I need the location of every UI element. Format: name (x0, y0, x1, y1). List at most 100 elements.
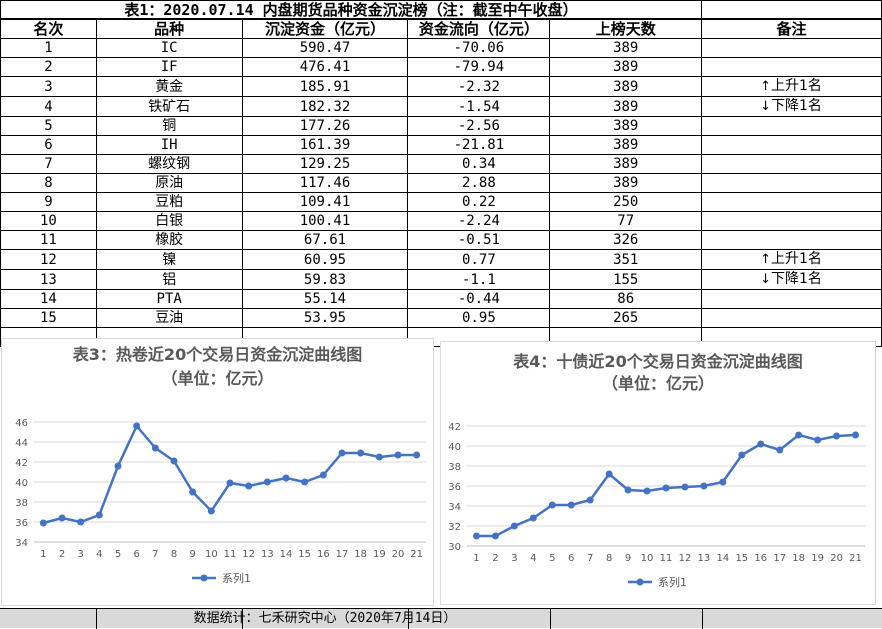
y-tick-label: 30 (448, 542, 461, 553)
cell-rank: 14 (0, 289, 97, 309)
x-tick-label: 13 (261, 549, 274, 560)
cell-fund: 67.61 (241, 230, 409, 250)
cell-name: 白银 (95, 211, 243, 231)
column-header: 名次 (0, 19, 97, 39)
cell-rank: 2 (0, 57, 97, 77)
y-tick-label: 34 (448, 502, 461, 513)
data-point (738, 451, 746, 459)
cell-name: 原油 (95, 173, 243, 193)
y-tick-label: 34 (15, 538, 28, 549)
cell-flow: -2.56 (407, 116, 551, 136)
x-tick-label: 3 (511, 553, 517, 564)
cell-flow: 0.77 (407, 249, 551, 270)
x-tick-label: 18 (354, 549, 367, 560)
data-point (700, 482, 708, 490)
cell-name: IH (95, 135, 243, 155)
x-tick-label: 15 (735, 553, 748, 564)
x-tick-label: 17 (336, 549, 349, 560)
data-point (151, 444, 159, 452)
footer-bar: 数据统计：七禾研究中心（2020年7月14日） (0, 608, 882, 629)
cell-days: 77 (549, 211, 703, 231)
cell-name: IF (95, 57, 243, 77)
cell-fund: 182.32 (241, 96, 409, 117)
y-tick-label: 46 (15, 418, 28, 429)
table-row: 9 豆粕 109.41 0.22 250 (0, 192, 882, 212)
data-point (357, 449, 365, 457)
cell-name: PTA (95, 289, 243, 309)
cell-note (701, 308, 882, 328)
cell-flow: -0.44 (407, 289, 551, 309)
x-tick-label: 11 (224, 549, 237, 560)
x-tick-label: 2 (59, 549, 65, 560)
data-point (95, 511, 103, 519)
series-line (43, 423, 417, 525)
y-tick-label: 40 (448, 442, 461, 453)
legend-marker (636, 578, 644, 586)
x-tick-label: 21 (849, 553, 862, 564)
data-point (245, 482, 253, 490)
cell-flow: -1.1 (407, 269, 551, 290)
arrow-down-icon: ↓ (760, 272, 772, 287)
table-row: 4 铁矿石 182.32 -1.54 389 ↓下降1名 (0, 96, 882, 117)
cell-fund: 60.95 (241, 249, 409, 270)
cell-note (701, 154, 882, 174)
y-tick-label: 44 (15, 438, 28, 449)
note-text: 下降1名 (771, 98, 822, 114)
data-point (605, 470, 613, 478)
data-point (567, 501, 575, 509)
x-tick-label: 16 (754, 553, 767, 564)
data-point (548, 501, 556, 509)
x-tick-label: 1 (473, 553, 479, 564)
x-tick-label: 12 (242, 549, 255, 560)
data-point (319, 471, 327, 479)
cell-flow: 0.95 (407, 308, 551, 328)
x-tick-label: 2 (492, 553, 498, 564)
data-point (529, 514, 537, 522)
x-tick-label: 20 (392, 549, 405, 560)
cell-flow: -70.06 (407, 38, 551, 58)
y-tick-label: 40 (15, 478, 28, 489)
chart-title: 表4：十债近20个交易日资金沉淀曲线图 (513, 352, 803, 371)
cell-rank: 8 (0, 173, 97, 193)
data-point (852, 431, 860, 439)
table-row: 10 白银 100.41 -2.24 77 (0, 211, 882, 231)
cell-fund: 53.95 (241, 308, 409, 328)
cell-name: 橡胶 (95, 230, 243, 250)
chart-subtitle: （单位：亿元） (161, 369, 274, 388)
cell-name: 镍 (95, 249, 243, 270)
cell-days: 389 (549, 154, 703, 174)
data-point (472, 532, 480, 540)
y-tick-label: 42 (448, 422, 461, 433)
cell-rank: 9 (0, 192, 97, 212)
table-row: 11 橡胶 67.61 -0.51 326 (0, 230, 882, 250)
cell-fund: 185.91 (241, 76, 409, 97)
cell-fund: 100.41 (241, 211, 409, 231)
cell-days: 250 (549, 192, 703, 212)
y-tick-label: 36 (448, 482, 461, 493)
table-row: 6 IH 161.39 -21.81 389 (0, 135, 882, 155)
arrow-up-icon: ↑ (760, 79, 772, 94)
data-point (226, 479, 234, 487)
cell-rank: 13 (0, 269, 97, 290)
cell-note (701, 211, 882, 231)
data-point (413, 451, 421, 459)
x-tick-label: 7 (152, 549, 158, 560)
cell-flow: -21.81 (407, 135, 551, 155)
cell-note (701, 289, 882, 309)
table-header-row: 名次 品种 沉淀资金（亿元） 资金流向（亿元） 上榜天数 备注 (0, 19, 882, 39)
column-header: 沉淀资金（亿元） (241, 19, 409, 39)
cell-name: 豆油 (95, 308, 243, 328)
data-point (719, 478, 727, 486)
data-point (643, 487, 651, 495)
x-tick-label: 4 (96, 549, 102, 560)
cell-note (701, 135, 882, 155)
x-tick-label: 5 (549, 553, 555, 564)
y-tick-label: 38 (448, 462, 461, 473)
data-point (757, 440, 765, 448)
cell-rank: 5 (0, 116, 97, 136)
x-tick-label: 4 (530, 553, 536, 564)
column-header: 资金流向（亿元） (407, 19, 551, 39)
data-point (394, 451, 402, 459)
cell-days: 351 (549, 249, 703, 270)
x-tick-label: 6 (133, 549, 139, 560)
